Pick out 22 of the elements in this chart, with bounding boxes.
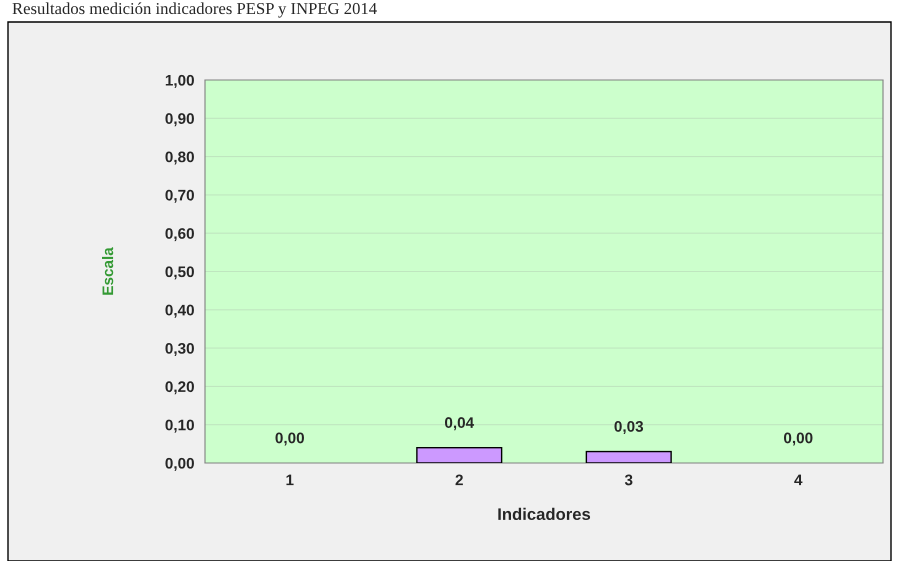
y-tick-label: 0,10 [165, 420, 194, 433]
data-label: 0,03 [614, 421, 644, 434]
x-tick-label: 2 [456, 474, 463, 486]
y-tick-label: 0,40 [165, 304, 194, 318]
y-tick-label: 0,90 [165, 113, 194, 126]
data-label: 0,00 [275, 432, 304, 446]
x-tick-label: 1 [286, 474, 294, 486]
y-tick-label: 0,80 [165, 151, 194, 164]
x-axis-title: Indicadores [498, 508, 590, 520]
y-tick-label: 0,60 [165, 228, 194, 242]
y-tick-label: 0,20 [165, 381, 194, 394]
chart-title: Resultados medición indicadores PESP y INPEG 2014 [12, 2, 377, 18]
y-tick-label: 0,00 [165, 458, 194, 471]
y-tick-label: 0,50 [165, 266, 194, 280]
y-axis-title: Escala [102, 247, 114, 295]
data-label: 0,00 [784, 432, 812, 446]
x-tick-label: 3 [624, 474, 632, 486]
y-tick-label: 0,70 [165, 190, 194, 203]
x-tick-label: 4 [794, 474, 802, 486]
data-label: 0,04 [444, 417, 474, 430]
y-tick-label: 1,00 [166, 74, 194, 88]
y-tick-label: 0,30 [165, 342, 194, 356]
